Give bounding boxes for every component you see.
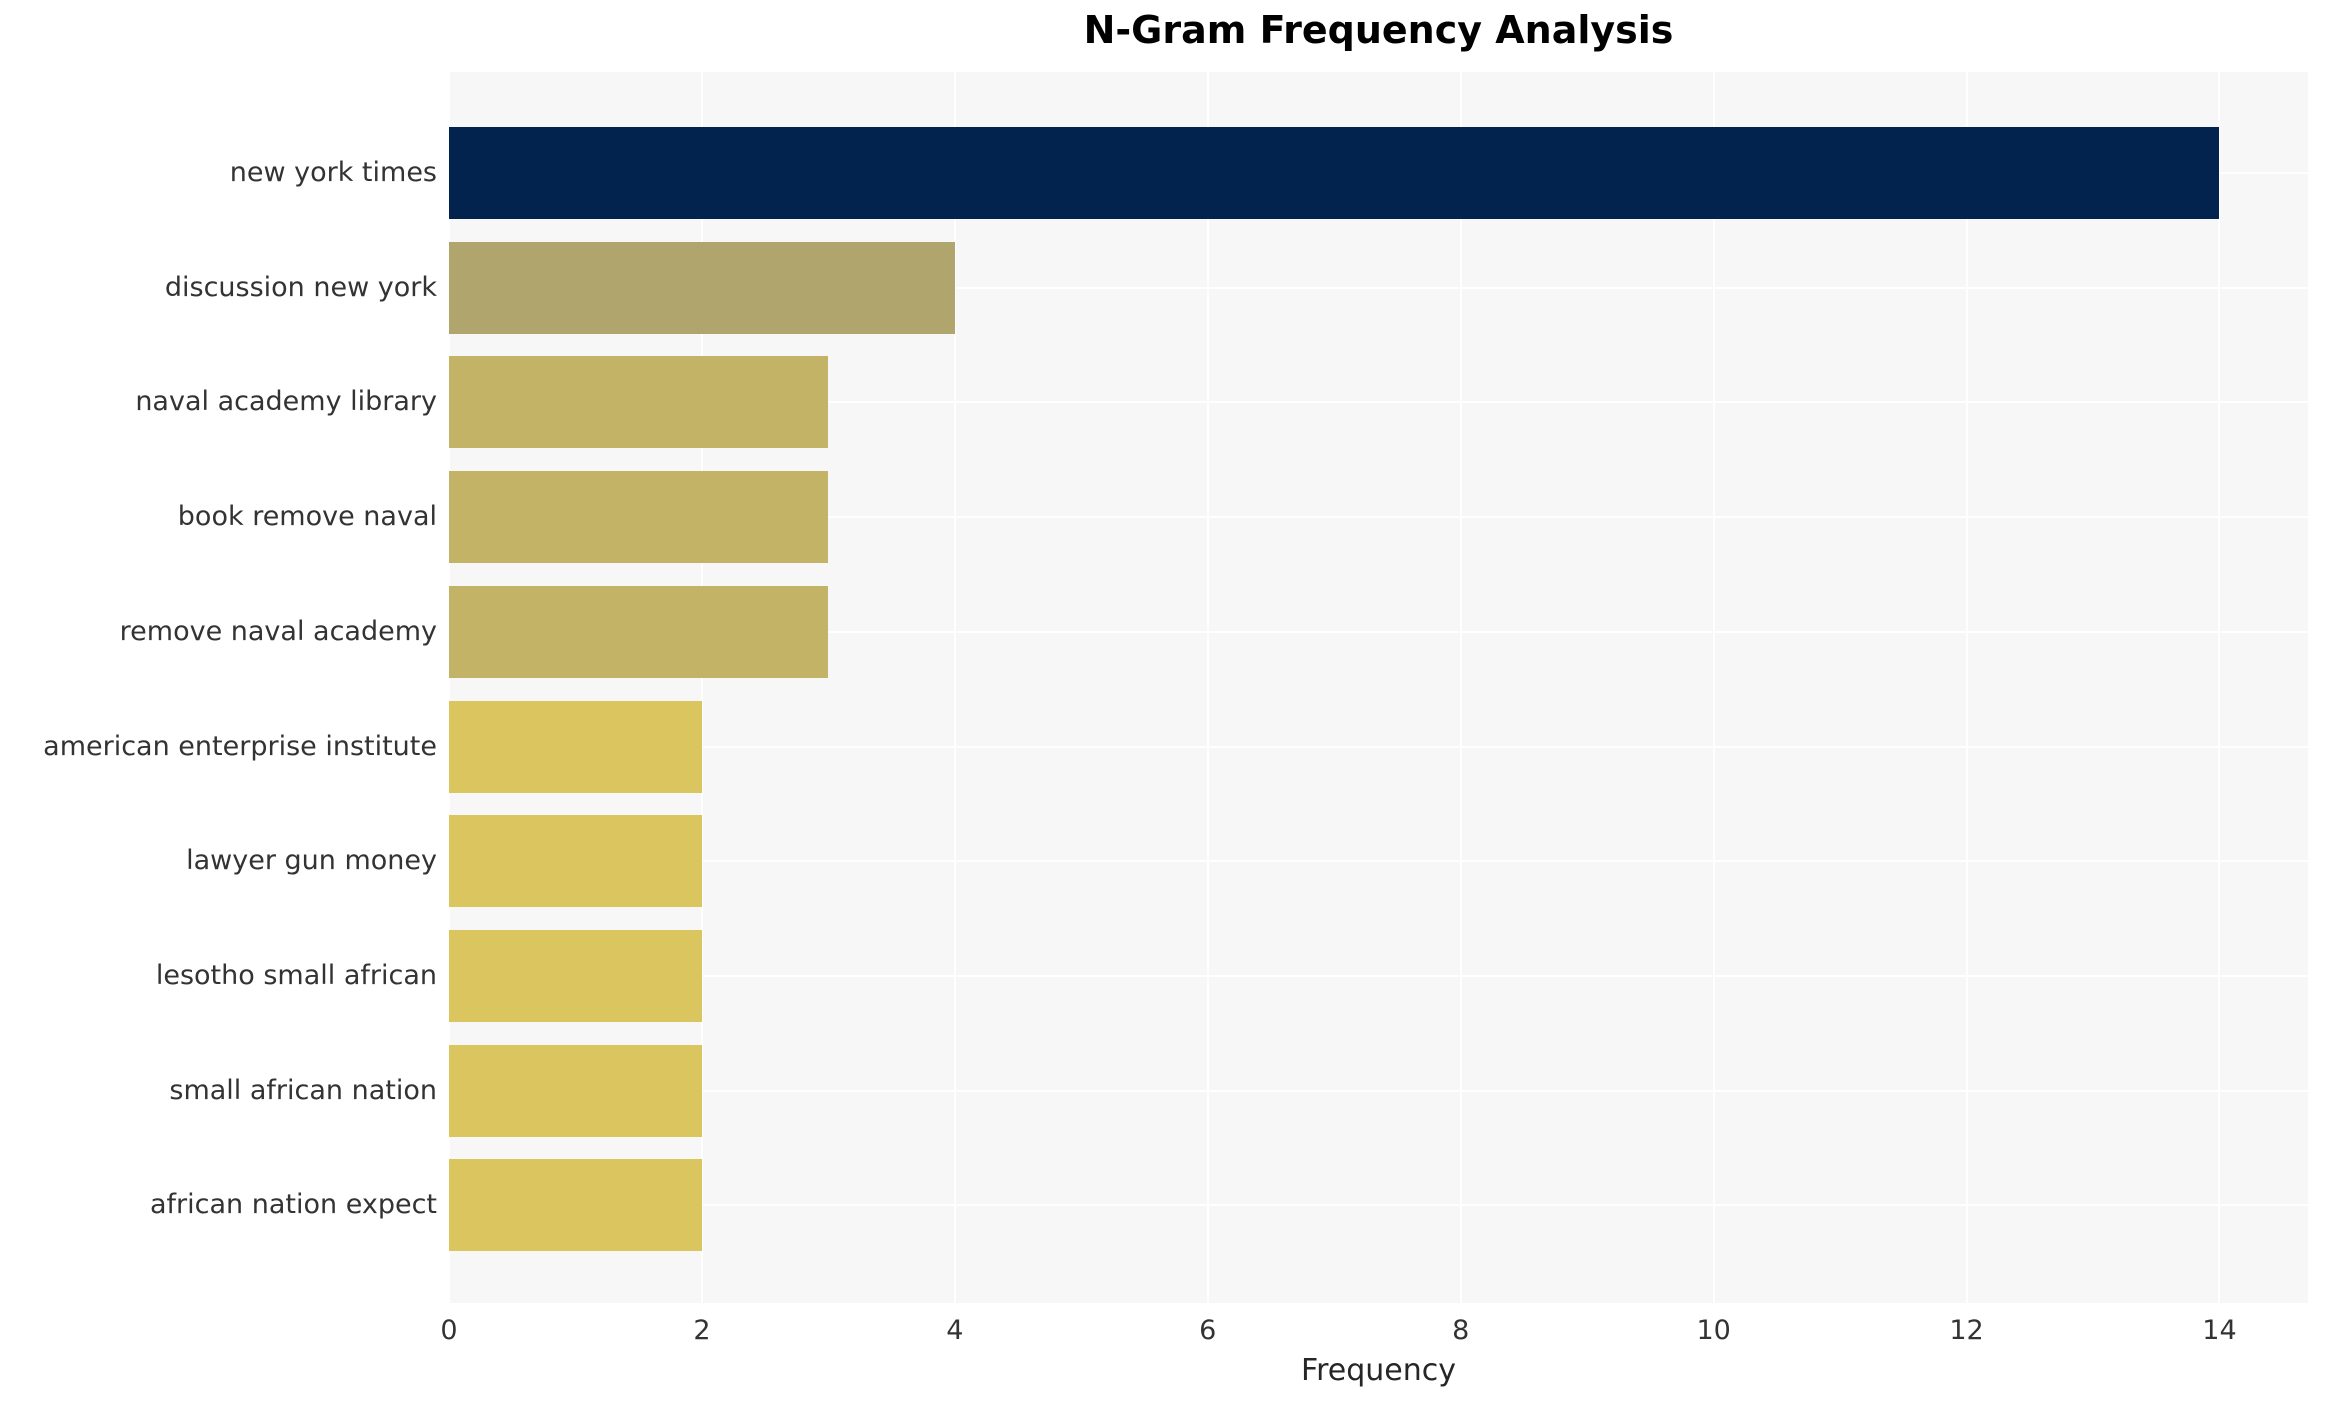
h-gridline-3	[449, 516, 2308, 519]
chart-title: N-Gram Frequency Analysis	[1083, 8, 1674, 52]
bar-7	[449, 929, 702, 1022]
x-tick-0: 0	[440, 1315, 458, 1346]
h-gridline-1	[449, 286, 2308, 289]
x-tick-12: 12	[1949, 1315, 1984, 1346]
v-gridline-8	[1459, 72, 1462, 1303]
plot-area	[448, 72, 2308, 1303]
x-tick-4: 4	[946, 1315, 964, 1346]
v-gridline-14	[2218, 72, 2221, 1303]
bar-8	[449, 1044, 702, 1137]
y-label-3: book remove naval	[177, 501, 437, 533]
v-gridline-0	[448, 72, 450, 1303]
bar-1	[449, 241, 955, 334]
bar-5	[449, 700, 702, 793]
bar-0	[449, 127, 2220, 219]
y-label-6: lawyer gun money	[186, 845, 437, 877]
v-gridline-4	[953, 72, 956, 1303]
y-label-8: small african nation	[169, 1074, 437, 1106]
x-tick-8: 8	[1452, 1315, 1470, 1346]
bar-2	[449, 356, 829, 449]
x-tick-10: 10	[1696, 1315, 1731, 1346]
x-tick-2: 2	[693, 1315, 711, 1346]
y-label-5: american enterprise institute	[43, 730, 437, 762]
x-tick-6: 6	[1199, 1315, 1217, 1346]
h-gridline-8	[449, 1089, 2308, 1092]
bar-9	[449, 1159, 702, 1252]
h-gridline-5	[449, 745, 2308, 748]
v-gridline-2	[700, 72, 703, 1303]
bar-6	[449, 815, 702, 908]
v-gridline-12	[1965, 72, 1968, 1303]
y-label-1: discussion new york	[164, 271, 437, 303]
h-gridline-4	[449, 630, 2308, 633]
v-gridline-6	[1206, 72, 1209, 1303]
bar-4	[449, 585, 829, 678]
y-label-7: lesotho small african	[155, 959, 437, 991]
y-label-0: new york times	[229, 157, 437, 188]
y-label-2: naval academy library	[135, 386, 437, 418]
bar-3	[449, 471, 829, 564]
h-gridline-9	[449, 1204, 2308, 1207]
y-label-4: remove naval academy	[119, 615, 437, 647]
h-gridline-7	[449, 974, 2308, 977]
v-gridline-10	[1712, 72, 1715, 1303]
x-axis-label: Frequency	[1301, 1353, 1456, 1388]
h-gridline-2	[449, 401, 2308, 404]
h-gridline-6	[449, 860, 2308, 863]
y-label-9: african nation expect	[150, 1189, 437, 1221]
x-tick-14: 14	[2202, 1315, 2237, 1346]
